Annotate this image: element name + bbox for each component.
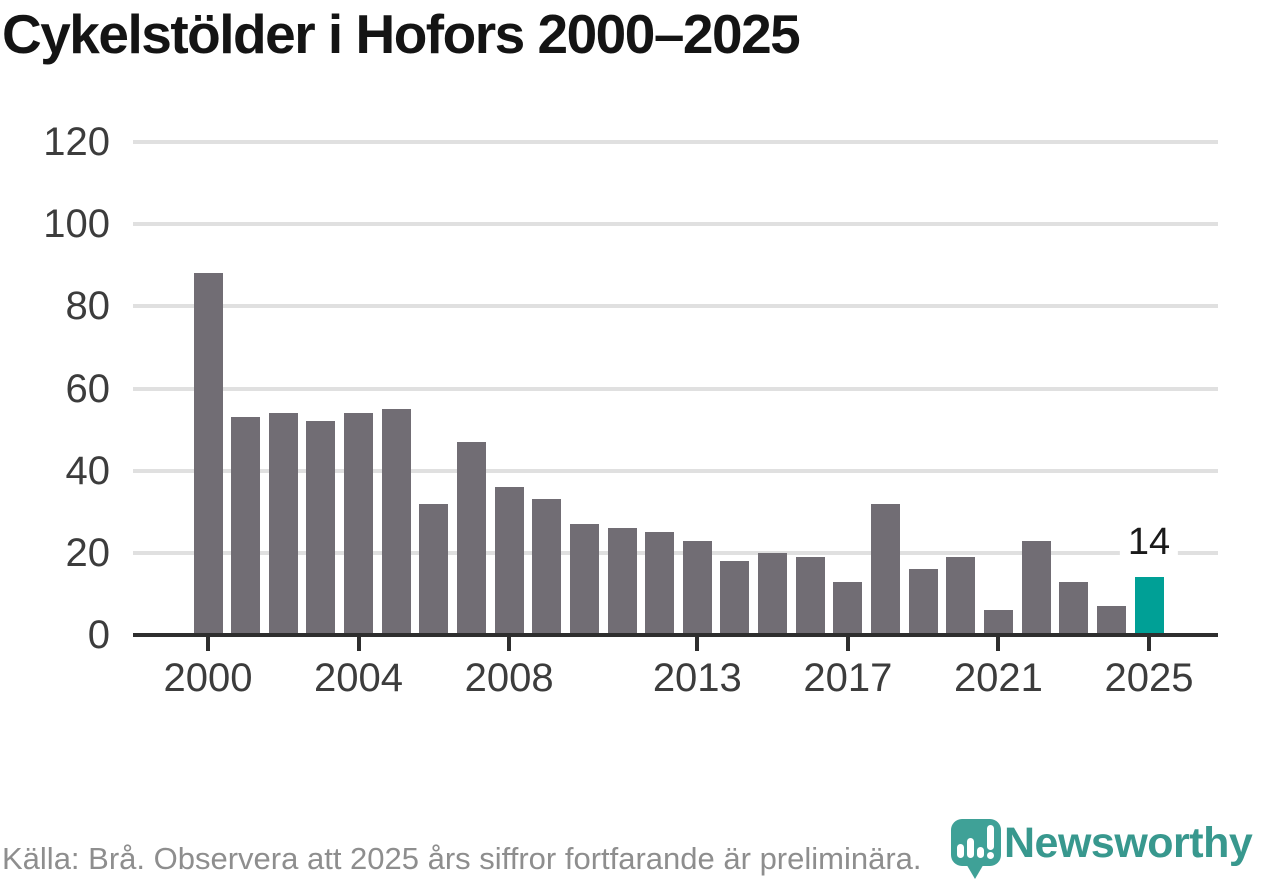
- x-axis-tick: [1147, 637, 1151, 651]
- bar: [983, 610, 1013, 635]
- bar: [306, 421, 336, 635]
- bar: [569, 524, 599, 635]
- bar: [682, 540, 712, 635]
- gridline: [133, 550, 1218, 555]
- y-axis-label: 80: [65, 284, 111, 329]
- y-axis-label: 0: [87, 613, 110, 657]
- y-axis-label: 60: [65, 366, 111, 411]
- gridline: [133, 468, 1218, 473]
- bar: [720, 561, 750, 635]
- bar: [1134, 577, 1164, 635]
- x-axis-label: 2004: [314, 656, 404, 700]
- y-axis-label: 100: [43, 202, 110, 247]
- bar: [1096, 606, 1126, 635]
- bar: [871, 503, 901, 635]
- y-axis-label: 40: [65, 448, 111, 493]
- bar: [231, 417, 261, 635]
- y-axis-label: 120: [43, 120, 110, 164]
- x-axis-label: 2013: [652, 656, 742, 700]
- y-axis-label: 20: [65, 530, 111, 575]
- x-axis-label: 2025: [1104, 656, 1194, 700]
- x-axis-label: 2017: [803, 656, 893, 700]
- x-axis-label: 2021: [953, 656, 1043, 700]
- bar: [908, 569, 938, 635]
- x-axis-tick: [507, 637, 512, 651]
- bar: [532, 499, 562, 635]
- bar: [946, 556, 976, 635]
- x-axis-tick: [206, 637, 210, 651]
- gridline: [133, 140, 1218, 144]
- source-note: Källa: Brå. Observera att 2025 års siffr…: [2, 841, 922, 876]
- newsworthy-pin-icon: [951, 819, 1001, 879]
- newsworthy-wordmark: Newsworthy: [1004, 819, 1253, 867]
- bar: [456, 441, 486, 635]
- x-axis-tick: [845, 637, 850, 651]
- bar: [494, 487, 524, 635]
- x-axis-tick: [695, 637, 700, 651]
- bar: [607, 528, 637, 635]
- bar: [645, 532, 675, 635]
- chart-title: Cykelstölder i Hofors 2000–2025: [2, 3, 801, 65]
- gridline: [133, 386, 1218, 391]
- x-axis-label: 2000: [163, 656, 253, 700]
- bar: [795, 556, 825, 635]
- x-axis-tick: [356, 637, 361, 651]
- bar: [193, 273, 223, 635]
- bar: [268, 413, 298, 635]
- x-axis-label: 2008: [464, 656, 554, 700]
- gridline: [133, 304, 1218, 309]
- highlight-value-label: 14: [1119, 521, 1179, 564]
- gridline: [133, 222, 1218, 227]
- bar: [1059, 581, 1089, 635]
- bar: [344, 413, 374, 635]
- x-axis-line: [133, 633, 1218, 637]
- bar: [1021, 540, 1051, 635]
- bar: [758, 552, 788, 635]
- x-axis-tick: [996, 637, 1001, 651]
- bar: [419, 503, 449, 635]
- bar: [381, 409, 411, 635]
- bar: [833, 581, 863, 635]
